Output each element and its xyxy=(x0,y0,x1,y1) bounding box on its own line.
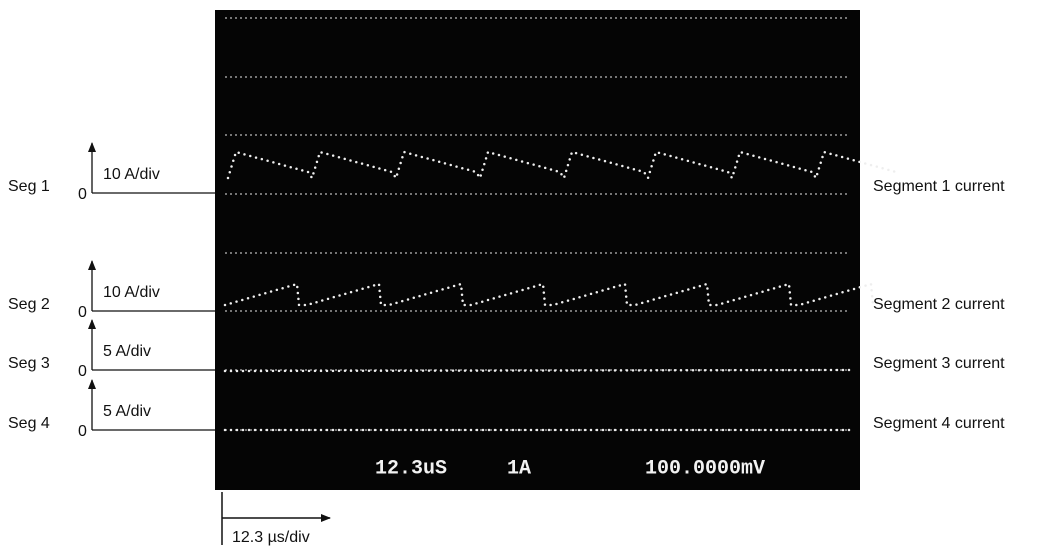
channel-label: Seg 4 xyxy=(8,415,50,432)
readout-current: 1A xyxy=(507,457,531,480)
scale-label: 5 A/div xyxy=(103,343,151,360)
readout-voltage: 100.0000mV xyxy=(645,457,765,480)
zero-label: 0 xyxy=(78,186,87,203)
channel-label: Seg 1 xyxy=(8,178,50,195)
scale-label: 5 A/div xyxy=(103,403,151,420)
zero-label: 0 xyxy=(78,363,87,380)
zero-label: 0 xyxy=(78,423,87,440)
scale-label: 10 A/div xyxy=(103,284,160,301)
trace-name: Segment 1 current xyxy=(873,178,1005,195)
zero-label: 0 xyxy=(78,304,87,321)
scope-screen xyxy=(215,10,860,490)
scale-label: 10 A/div xyxy=(103,166,160,183)
channel-label: Seg 3 xyxy=(8,355,50,372)
readout-timebase: 12.3uS xyxy=(375,457,447,480)
timebase-label: 12.3 µs/div xyxy=(232,529,310,546)
trace-name: Segment 4 current xyxy=(873,415,1005,432)
trace-name: Segment 2 current xyxy=(873,296,1005,313)
figure: Seg 1 0 10 A/div Segment 1 current Seg 2 0 10 … xyxy=(0,0,1064,552)
trace-name: Segment 3 current xyxy=(873,355,1005,372)
channel-label: Seg 2 xyxy=(8,296,50,313)
